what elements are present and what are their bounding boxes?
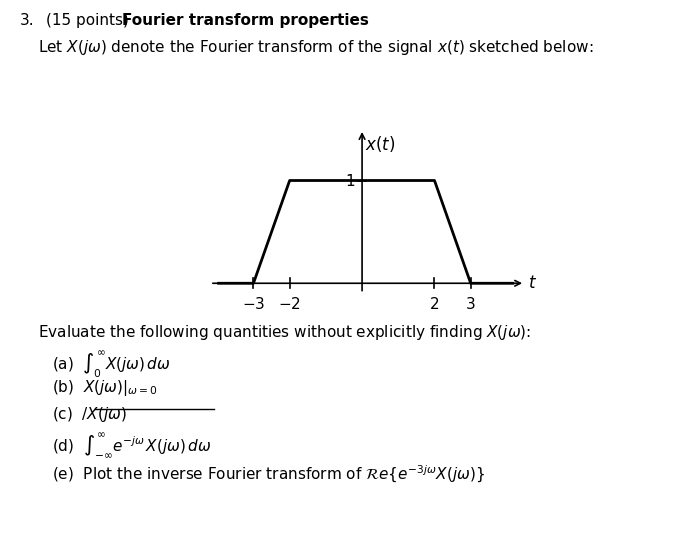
Text: \textbf{Fourier transform properties}: \textbf{Fourier transform properties} (0, 537, 1, 538)
Text: Fourier transform properties: Fourier transform properties (122, 13, 370, 29)
Text: (15 points): (15 points) (46, 13, 128, 29)
Text: (c)  $/X(j\omega)$: (c) $/X(j\omega)$ (52, 405, 127, 423)
Text: 3.: 3. (20, 13, 34, 29)
Text: (b)  $X(j\omega)|_{\omega=0}$: (b) $X(j\omega)|_{\omega=0}$ (52, 378, 159, 398)
Text: $3$: $3$ (466, 295, 476, 312)
Text: (e)  Plot the inverse Fourier transform of $\mathcal{R}e\{e^{-3j\omega}X(j\omega: (e) Plot the inverse Fourier transform o… (52, 464, 485, 485)
Text: $t$: $t$ (528, 274, 537, 292)
Text: $-3$: $-3$ (241, 295, 265, 312)
Text: $1$: $1$ (345, 173, 356, 188)
Text: Evaluate the following quantities without explicitly finding $X(j\omega)$:: Evaluate the following quantities withou… (38, 323, 532, 342)
Text: $2$: $2$ (429, 295, 440, 312)
Text: $x(t)$: $x(t)$ (365, 134, 395, 154)
Text: (a)  $\int_0^{\infty} X(j\omega)\,d\omega$: (a) $\int_0^{\infty} X(j\omega)\,d\omega… (52, 350, 171, 381)
Text: (d)  $\int_{-\infty}^{\infty} e^{-j\omega}\,X(j\omega)\,d\omega$: (d) $\int_{-\infty}^{\infty} e^{-j\omega… (52, 431, 212, 461)
Text: $-2$: $-2$ (278, 295, 301, 312)
Text: Let $X(j\omega)$ denote the Fourier transform of the signal $x(t)$ sketched belo: Let $X(j\omega)$ denote the Fourier tran… (38, 38, 594, 56)
